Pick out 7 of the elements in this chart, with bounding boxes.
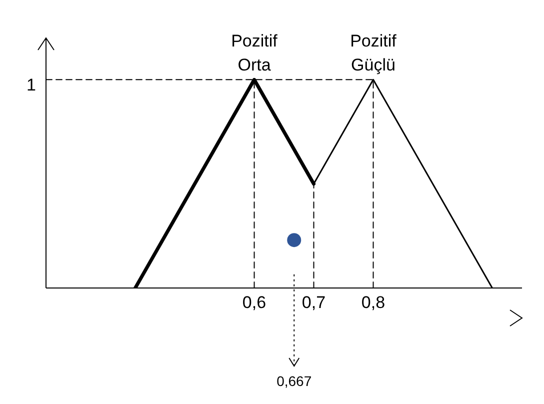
annotation: Pozitif Orta	[231, 32, 278, 75]
x-tick-label: 0,7	[302, 293, 326, 312]
x-tick-label: 0,6	[242, 293, 266, 312]
annotation: 0,667	[276, 373, 312, 389]
x-tick-label: 0,8	[361, 293, 386, 312]
annotation: 1	[26, 76, 36, 95]
annotation: Pozitif Güçlü	[350, 32, 397, 75]
